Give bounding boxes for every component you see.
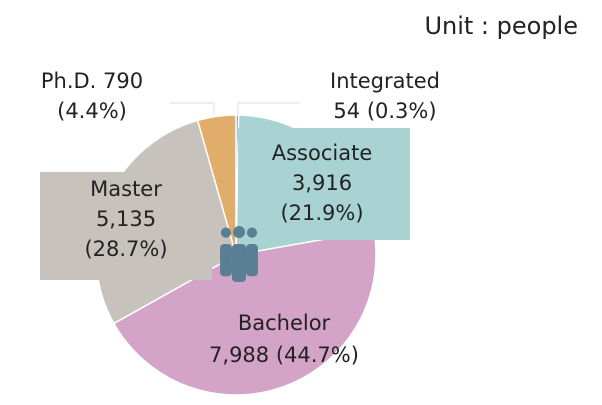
leader-line — [237, 102, 300, 115]
data-label: Bachelor — [238, 311, 331, 335]
label-part: (4.4%) — [57, 99, 127, 123]
data-label: (28.7%) — [84, 237, 167, 261]
label-part: 5,135 — [96, 207, 156, 231]
data-label: Associate — [272, 141, 373, 165]
label-part: Bachelor — [238, 311, 331, 335]
unit-label: Unit : people — [424, 12, 578, 40]
icon-body — [232, 244, 246, 282]
data-label: (21.9%) — [280, 201, 363, 225]
label-box — [238, 128, 410, 240]
data-label: 7,988 (44.7%) — [209, 343, 359, 367]
icon-head — [220, 227, 232, 238]
label-part: (21.9%) — [280, 201, 363, 225]
icon-head — [246, 227, 258, 238]
people-icon — [220, 226, 258, 282]
data-label: 3,916 — [292, 171, 352, 195]
label-part: (0.3%) — [367, 99, 437, 123]
label-part: (28.7%) — [84, 237, 167, 261]
data-label: Ph.D. 790 — [41, 69, 143, 93]
leader-line — [170, 102, 215, 115]
icon-head — [233, 226, 245, 238]
data-label: Master — [90, 177, 162, 201]
label-part: Ph.D. — [41, 69, 97, 93]
label-part: Associate — [272, 141, 373, 165]
label-part: Integrated — [330, 69, 440, 93]
label-part: 3,916 — [292, 171, 352, 195]
pie-slice — [112, 229, 377, 396]
icon-body — [220, 244, 232, 277]
label-part: Master — [90, 177, 162, 201]
label-part: 54 — [333, 99, 360, 123]
label-part: 7,988 — [209, 343, 269, 367]
data-label: Integrated — [330, 69, 440, 93]
data-label: 5,135 — [96, 207, 156, 231]
label-part: 790 — [103, 69, 143, 93]
icon-body — [246, 244, 258, 277]
data-label: (4.4%) — [57, 99, 127, 123]
pie-slice — [196, 114, 237, 256]
label-part: (44.7%) — [276, 343, 359, 367]
data-label: 54 (0.3%) — [333, 99, 436, 123]
label-box — [40, 172, 212, 280]
